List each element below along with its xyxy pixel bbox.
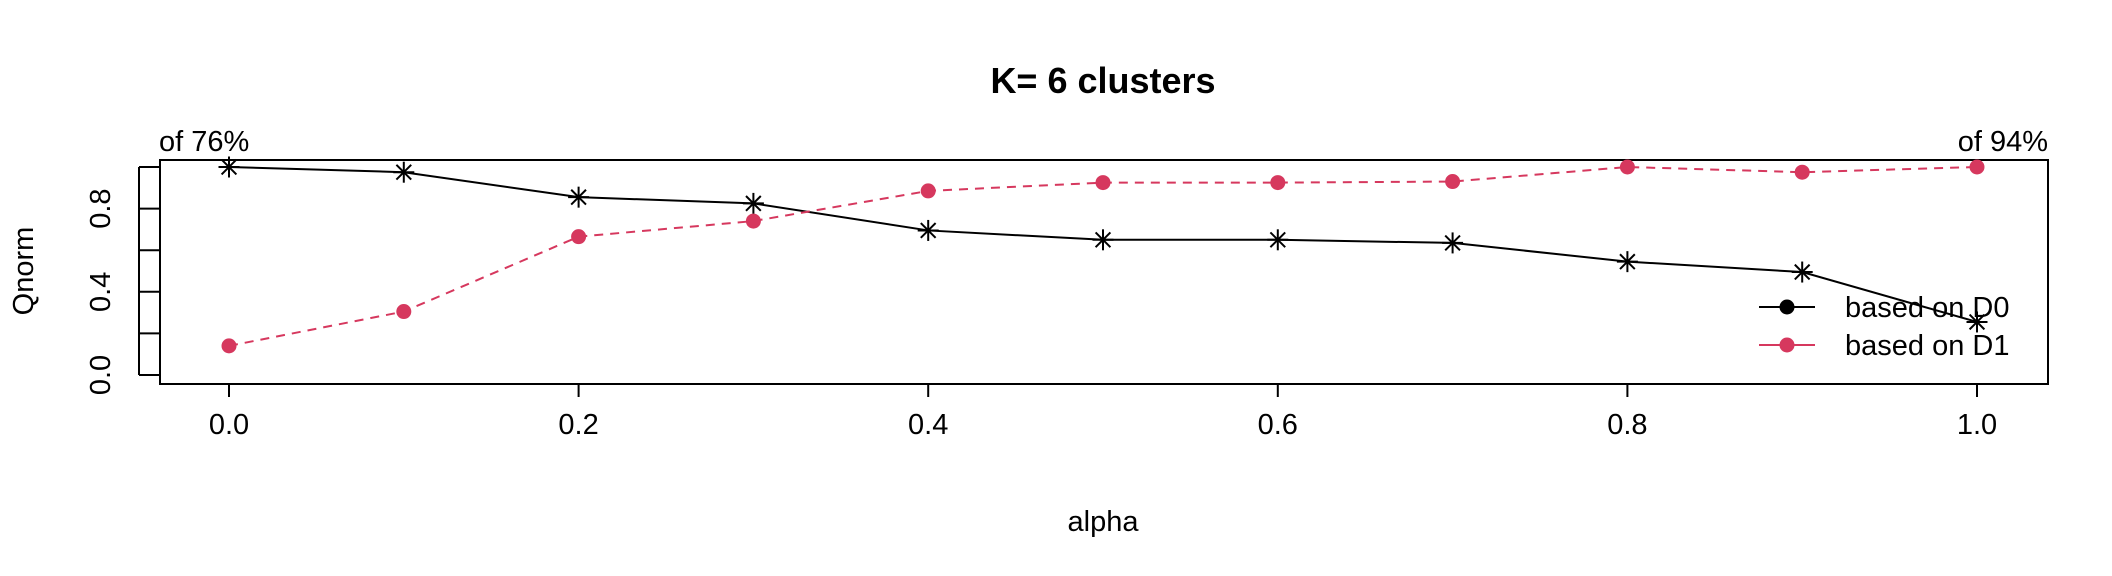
data-point	[1616, 251, 1638, 273]
x-tick-label: 1.0	[1957, 409, 1997, 441]
data-point	[396, 304, 412, 320]
series-line-based-on-d1	[228, 165, 1978, 347]
legend-label: based on D1	[1845, 330, 2009, 362]
legend: based on D0 based on D1	[1759, 292, 2009, 362]
data-point	[1092, 229, 1114, 251]
data-point	[1270, 175, 1286, 191]
y-axis-label: Qnorm	[8, 227, 40, 316]
data-point	[568, 186, 590, 208]
data-point	[1442, 232, 1464, 254]
y-tick-label: 0.0	[85, 355, 117, 395]
data-point	[920, 183, 936, 199]
corner-label-left: of 76%	[159, 126, 249, 158]
data-point	[393, 161, 415, 183]
data-point	[1966, 311, 1988, 333]
legend-item: based on D0	[1759, 292, 2009, 324]
x-axis-label: alpha	[1068, 506, 1140, 538]
data-point	[745, 213, 761, 229]
corner-label-right: of 94%	[1958, 126, 2048, 158]
x-axis: 0.0 0.2 0.4 0.6 0.8 1.0	[209, 383, 1997, 441]
data-point	[1445, 174, 1461, 190]
series-layer	[218, 156, 1988, 354]
data-point	[221, 338, 237, 354]
chart-title: K= 6 clusters	[990, 60, 1215, 101]
y-tick-label: 0.4	[85, 272, 117, 312]
data-point	[1267, 229, 1289, 251]
data-point	[571, 229, 587, 245]
y-tick-label: 0.8	[85, 188, 117, 228]
legend-marker	[1779, 299, 1795, 315]
data-point	[917, 219, 939, 241]
x-tick-label: 0.2	[558, 409, 598, 441]
data-point	[1794, 164, 1810, 180]
data-point	[1095, 175, 1111, 191]
x-tick-label: 0.8	[1607, 409, 1647, 441]
series-based-on-d0	[218, 156, 1988, 333]
series-based-on-d1	[221, 159, 1985, 354]
x-tick-label: 0.0	[209, 409, 249, 441]
data-point	[218, 156, 240, 178]
y-axis: 0.0 0.4 0.8	[85, 166, 160, 395]
x-tick-label: 0.6	[1258, 409, 1298, 441]
data-point	[1969, 159, 1985, 175]
legend-marker	[1779, 337, 1795, 353]
plot-frame	[159, 159, 2049, 385]
legend-label: based on D0	[1845, 292, 2009, 324]
legend-item: based on D1	[1759, 330, 2009, 362]
data-point	[742, 192, 764, 214]
x-tick-label: 0.4	[908, 409, 948, 441]
data-point	[1619, 159, 1635, 175]
data-point	[1791, 261, 1813, 283]
